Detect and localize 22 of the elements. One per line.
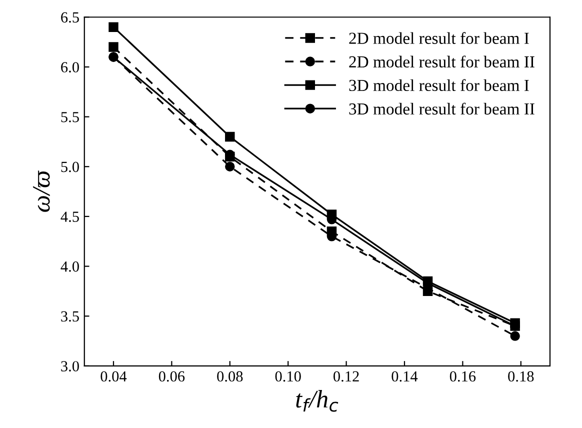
- y-tick-label: 6.0: [61, 62, 79, 72]
- x-tick-label: 0.04: [100, 371, 127, 382]
- x-tick-label: 0.08: [217, 371, 243, 382]
- y-tick-label: 4.5: [60, 212, 79, 222]
- y-tick-label: 5.5: [61, 112, 79, 122]
- legend-label: 2D model result for beam I: [349, 32, 529, 44]
- y-axis-title: ω/ϖ: [33, 170, 50, 212]
- x-tick-label: 0.12: [334, 371, 359, 382]
- y-tick-label: 4.0: [60, 261, 79, 272]
- y-tick-label: 3.5: [61, 311, 79, 322]
- legend-label: 3D model result for beam I: [349, 79, 529, 92]
- legend-label: 3D model result for beam II: [349, 102, 534, 115]
- x-tick-label: 0.14: [392, 371, 418, 382]
- x-tick-label: 0.10: [275, 371, 301, 382]
- y-tick-label: 3.0: [61, 361, 79, 372]
- x-tick-label: 0.06: [158, 371, 185, 382]
- x-tick-label: 0.18: [508, 371, 534, 382]
- x-axis-title: t$_{f}$/h$_{c}$: [296, 390, 338, 412]
- y-tick-label: 6.5: [61, 12, 79, 23]
- x-tick-label: 0.16: [450, 371, 476, 382]
- y-tick-label: 5.0: [61, 162, 79, 172]
- legend-label: 2D model result for beam II: [349, 56, 534, 68]
